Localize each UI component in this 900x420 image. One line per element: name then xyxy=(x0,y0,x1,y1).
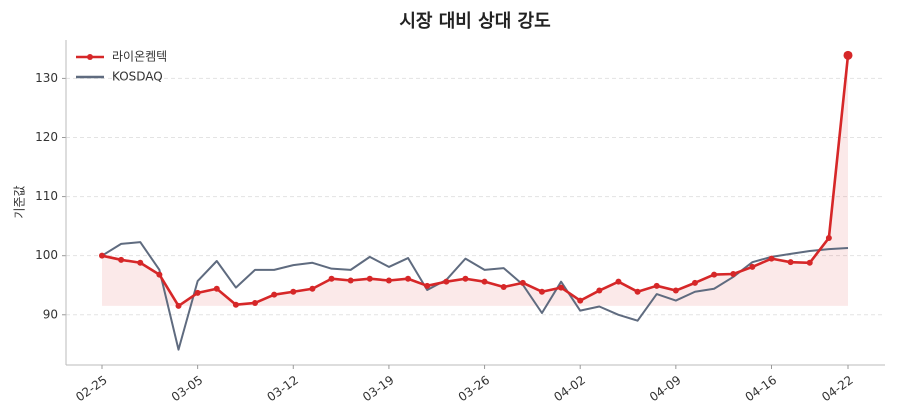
point xyxy=(577,297,584,304)
x-tick-label: 03-19 xyxy=(360,373,397,404)
point xyxy=(711,271,718,278)
point xyxy=(271,291,278,298)
point xyxy=(443,278,450,285)
point xyxy=(385,277,392,284)
x-tick-label: 03-26 xyxy=(456,373,493,404)
series-line xyxy=(101,241,849,351)
point xyxy=(825,234,832,241)
x-tick-label: 04-02 xyxy=(551,373,588,404)
point xyxy=(424,282,431,289)
point xyxy=(596,287,603,294)
y-tick-label: 120 xyxy=(35,130,58,144)
legend-label: 라이온켐텍 xyxy=(112,50,167,64)
point xyxy=(500,284,507,290)
point xyxy=(672,287,679,294)
legend-marker xyxy=(87,54,93,60)
y-axis-label: 기준값 xyxy=(13,185,27,218)
point xyxy=(653,282,660,289)
x-tick-label: 04-09 xyxy=(647,373,684,404)
point xyxy=(462,275,469,282)
point xyxy=(232,301,239,308)
y-tick-label: 110 xyxy=(35,189,58,203)
x-tick-label: 03-05 xyxy=(169,373,206,404)
point xyxy=(347,277,354,284)
y-tick-label: 100 xyxy=(35,248,58,262)
point xyxy=(309,285,316,292)
point xyxy=(481,278,488,285)
point xyxy=(787,259,794,266)
point xyxy=(213,285,220,292)
point xyxy=(290,288,297,295)
point xyxy=(558,284,565,291)
point xyxy=(749,263,756,270)
point xyxy=(252,299,259,306)
point xyxy=(519,279,526,286)
point xyxy=(634,288,641,295)
point xyxy=(538,288,545,295)
point xyxy=(99,252,105,259)
x-tick-label: 02-25 xyxy=(73,373,110,404)
legend-label: KOSDAQ xyxy=(112,70,163,84)
point xyxy=(175,302,182,309)
series-line xyxy=(101,55,850,308)
x-tick-label: 03-12 xyxy=(264,373,301,404)
point xyxy=(806,259,813,266)
point xyxy=(691,279,698,286)
point xyxy=(768,255,775,262)
point xyxy=(615,278,622,285)
point xyxy=(137,259,144,266)
chart-title: 시장 대비 상대 강도 xyxy=(399,11,550,32)
x-tick-label: 04-16 xyxy=(743,373,780,404)
point xyxy=(194,289,201,296)
x-tick-label: 04-22 xyxy=(819,373,856,404)
point xyxy=(843,50,853,60)
y-tick-label: 130 xyxy=(35,71,58,85)
y-tick-label: 90 xyxy=(43,307,58,321)
point xyxy=(328,275,335,282)
area-fill xyxy=(102,55,848,306)
point xyxy=(366,275,373,282)
point xyxy=(730,271,737,277)
point xyxy=(405,275,412,282)
point xyxy=(118,256,125,263)
point xyxy=(156,271,163,278)
